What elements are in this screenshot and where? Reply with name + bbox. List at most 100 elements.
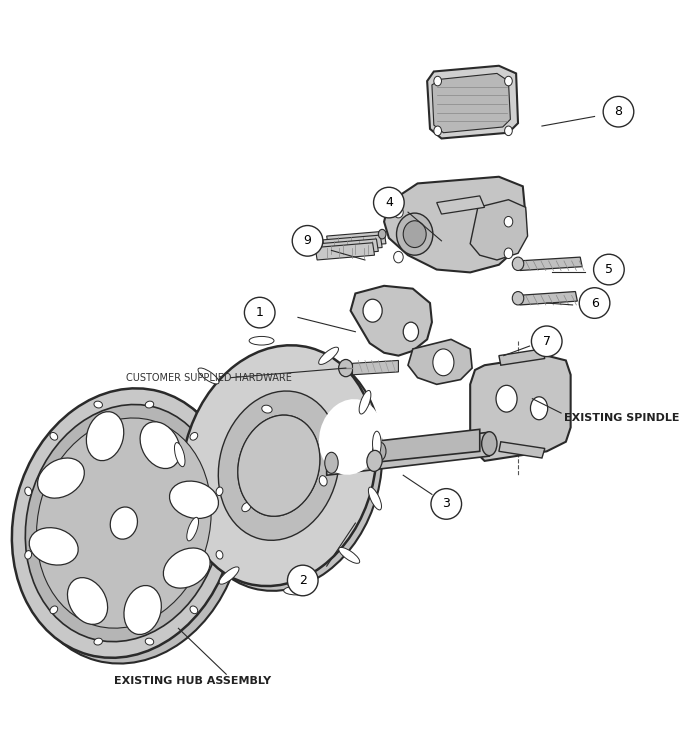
Ellipse shape	[325, 452, 338, 474]
Text: 7: 7	[542, 334, 551, 348]
Ellipse shape	[219, 567, 239, 584]
Ellipse shape	[145, 401, 154, 408]
Polygon shape	[315, 243, 374, 260]
Ellipse shape	[216, 487, 223, 496]
Polygon shape	[384, 177, 526, 272]
Ellipse shape	[482, 431, 497, 456]
Ellipse shape	[403, 221, 426, 248]
Polygon shape	[327, 232, 386, 249]
Ellipse shape	[198, 368, 219, 384]
Polygon shape	[470, 356, 570, 461]
Polygon shape	[379, 429, 480, 462]
Ellipse shape	[359, 391, 371, 414]
Circle shape	[288, 565, 318, 596]
Ellipse shape	[190, 432, 197, 440]
Ellipse shape	[169, 481, 218, 519]
Ellipse shape	[29, 528, 78, 565]
Ellipse shape	[181, 346, 377, 586]
Ellipse shape	[174, 443, 185, 467]
Polygon shape	[499, 442, 545, 458]
Circle shape	[292, 226, 323, 256]
Circle shape	[594, 255, 624, 285]
Ellipse shape	[216, 551, 223, 559]
Ellipse shape	[67, 578, 108, 625]
Ellipse shape	[25, 405, 223, 642]
Ellipse shape	[339, 360, 353, 377]
Circle shape	[603, 96, 634, 127]
Polygon shape	[353, 360, 398, 374]
Text: 1: 1	[256, 306, 264, 319]
Ellipse shape	[241, 502, 251, 511]
Ellipse shape	[433, 349, 454, 376]
Ellipse shape	[505, 126, 512, 135]
Polygon shape	[327, 432, 489, 475]
Text: EXISTING SPINDLE: EXISTING SPINDLE	[564, 413, 680, 423]
Ellipse shape	[512, 292, 524, 305]
Ellipse shape	[372, 431, 381, 456]
Ellipse shape	[403, 322, 419, 341]
Ellipse shape	[284, 586, 309, 595]
Ellipse shape	[368, 487, 382, 510]
Ellipse shape	[140, 422, 180, 468]
Polygon shape	[427, 66, 518, 138]
Ellipse shape	[12, 388, 236, 658]
Ellipse shape	[25, 551, 32, 559]
Text: 4: 4	[385, 196, 393, 209]
Ellipse shape	[36, 418, 211, 628]
Ellipse shape	[512, 257, 524, 271]
Ellipse shape	[434, 126, 442, 135]
Ellipse shape	[94, 638, 102, 645]
Ellipse shape	[505, 76, 512, 86]
Text: 5: 5	[605, 263, 613, 276]
Polygon shape	[518, 257, 582, 271]
Ellipse shape	[238, 415, 320, 517]
Ellipse shape	[367, 451, 382, 471]
Polygon shape	[408, 340, 472, 384]
Circle shape	[531, 326, 562, 357]
Text: 2: 2	[299, 574, 307, 587]
Circle shape	[374, 187, 404, 218]
Ellipse shape	[531, 397, 547, 420]
Ellipse shape	[94, 401, 102, 408]
Ellipse shape	[504, 216, 513, 227]
Ellipse shape	[50, 432, 57, 440]
Polygon shape	[437, 196, 484, 214]
Ellipse shape	[187, 517, 199, 541]
Polygon shape	[319, 239, 378, 256]
Polygon shape	[470, 200, 528, 260]
Ellipse shape	[393, 206, 403, 218]
Text: EXISTING HUB ASSEMBLY: EXISTING HUB ASSEMBLY	[114, 676, 272, 686]
Ellipse shape	[393, 252, 403, 263]
Ellipse shape	[20, 394, 244, 664]
Ellipse shape	[249, 337, 274, 345]
Ellipse shape	[396, 213, 433, 255]
Text: 9: 9	[304, 235, 312, 247]
Ellipse shape	[318, 347, 339, 365]
Polygon shape	[351, 286, 432, 356]
Ellipse shape	[339, 548, 360, 563]
Ellipse shape	[145, 638, 154, 645]
Ellipse shape	[378, 229, 386, 239]
Ellipse shape	[265, 450, 293, 482]
Text: 6: 6	[591, 297, 598, 309]
Ellipse shape	[110, 507, 137, 539]
Ellipse shape	[363, 299, 382, 322]
Text: CUSTOMER SUPPLIED HARDWARE: CUSTOMER SUPPLIED HARDWARE	[126, 373, 292, 383]
Ellipse shape	[38, 458, 84, 498]
Circle shape	[431, 488, 461, 519]
Ellipse shape	[319, 476, 327, 486]
Ellipse shape	[496, 386, 517, 412]
Ellipse shape	[319, 399, 382, 475]
Ellipse shape	[372, 442, 386, 461]
Text: 8: 8	[615, 105, 622, 118]
Ellipse shape	[262, 406, 272, 413]
Polygon shape	[323, 235, 382, 252]
Ellipse shape	[190, 606, 197, 613]
Ellipse shape	[86, 411, 124, 460]
Ellipse shape	[124, 585, 161, 634]
Ellipse shape	[187, 350, 382, 591]
Ellipse shape	[504, 248, 513, 258]
Polygon shape	[432, 73, 510, 132]
Ellipse shape	[434, 76, 442, 86]
Polygon shape	[499, 349, 545, 366]
